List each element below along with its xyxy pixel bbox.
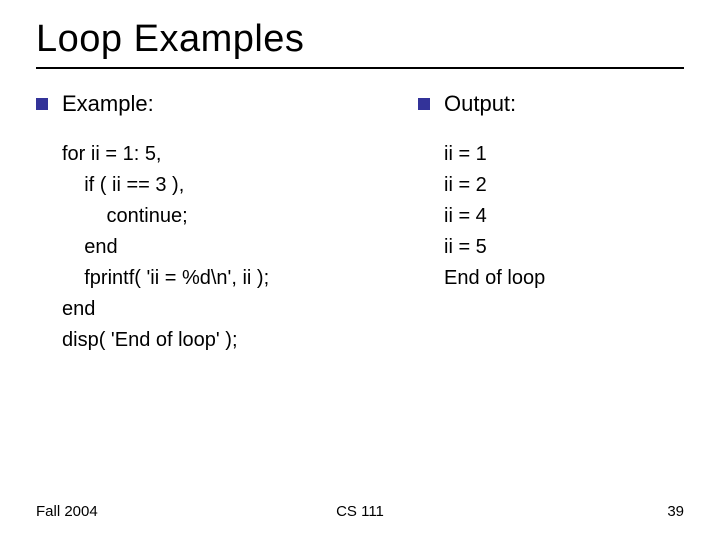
- page-title: Loop Examples: [36, 18, 684, 61]
- content-columns: Example: for ii = 1: 5, if ( ii == 3 ), …: [36, 91, 684, 356]
- square-bullet-icon: [418, 98, 430, 110]
- footer: Fall 2004 CS 111 39: [0, 503, 720, 520]
- output-code: ii = 1ii = 2ii = 4ii = 5End of loop: [418, 139, 684, 294]
- example-heading-row: Example:: [36, 91, 406, 117]
- square-bullet-icon: [36, 98, 48, 110]
- slide: Loop Examples Example: for ii = 1: 5, if…: [0, 0, 720, 540]
- code-line: End of loop: [444, 263, 684, 294]
- left-column: Example: for ii = 1: 5, if ( ii == 3 ), …: [36, 91, 406, 356]
- code-line: ii = 2: [444, 170, 684, 201]
- footer-page-number: 39: [468, 503, 684, 520]
- code-line: ii = 5: [444, 232, 684, 263]
- code-line: if ( ii == 3 ),: [62, 170, 406, 201]
- output-heading: Output:: [444, 91, 516, 117]
- code-line: ii = 1: [444, 139, 684, 170]
- example-heading: Example:: [62, 91, 154, 117]
- code-line: end: [62, 294, 406, 325]
- code-line: disp( 'End of loop' );: [62, 325, 406, 356]
- code-line: ii = 4: [444, 201, 684, 232]
- example-code: for ii = 1: 5, if ( ii == 3 ), continue;…: [36, 139, 406, 356]
- title-rule: [36, 67, 684, 69]
- footer-semester: Fall 2004: [36, 503, 252, 520]
- code-line: for ii = 1: 5,: [62, 139, 406, 170]
- code-line: fprintf( 'ii = %d\n', ii );: [62, 263, 406, 294]
- right-column: Output: ii = 1ii = 2ii = 4ii = 5End of l…: [406, 91, 684, 356]
- code-line: continue;: [62, 201, 406, 232]
- code-line: end: [62, 232, 406, 263]
- output-heading-row: Output:: [418, 91, 684, 117]
- footer-course: CS 111: [252, 503, 468, 520]
